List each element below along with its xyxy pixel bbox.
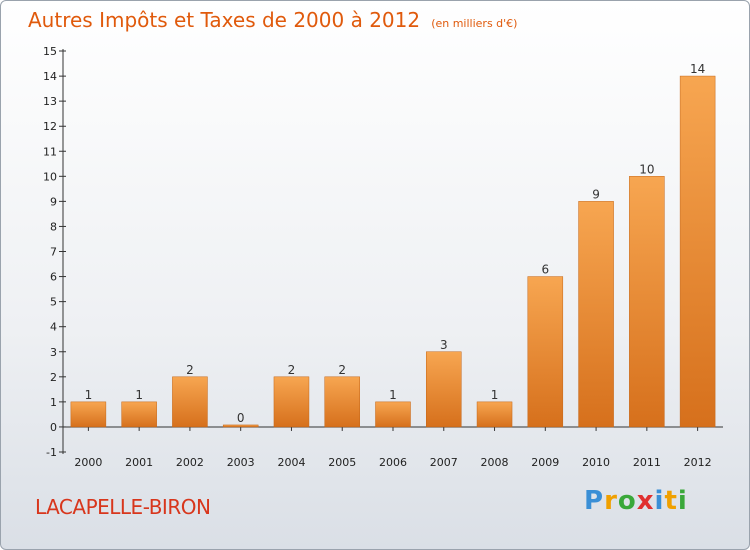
x-tick-label: 2005 bbox=[328, 456, 356, 469]
bar-2012 bbox=[679, 75, 716, 428]
y-tick-label: -1 bbox=[46, 446, 57, 459]
y-tick-label: 1 bbox=[50, 396, 57, 409]
town-name: LACAPELLE-BIRON bbox=[35, 495, 211, 519]
x-tick-label: 2008 bbox=[481, 456, 509, 469]
data-label: 1 bbox=[491, 388, 499, 402]
y-tick-label: 0 bbox=[50, 421, 57, 434]
bar-2011 bbox=[629, 176, 665, 428]
data-label: 6 bbox=[541, 263, 549, 277]
data-label: 1 bbox=[135, 388, 143, 402]
chart-subtitle: (en milliers d'€) bbox=[431, 17, 518, 30]
y-tick-label: 8 bbox=[50, 220, 57, 233]
bar-2006 bbox=[375, 401, 411, 428]
x-tick-label: 2006 bbox=[379, 456, 407, 469]
x-tick-label: 2012 bbox=[684, 456, 712, 469]
x-tick-label: 2007 bbox=[430, 456, 458, 469]
y-tick-label: 14 bbox=[43, 70, 57, 83]
data-label: 3 bbox=[440, 338, 448, 352]
bar-2009 bbox=[527, 276, 564, 428]
x-tick-label: 2010 bbox=[582, 456, 610, 469]
labels: 1 2000 1 2001 2 2002 0 2003 2 2004 2 2005 1 2006 3 2007… bbox=[74, 62, 711, 469]
data-label: 2 bbox=[338, 363, 346, 377]
y-tick-label: 12 bbox=[43, 120, 57, 133]
y-tick-label: 5 bbox=[50, 296, 57, 309]
brand-letter: t bbox=[664, 486, 678, 516]
data-label: 1 bbox=[85, 388, 93, 402]
y-tick-label: 2 bbox=[50, 371, 57, 384]
bar-2002 bbox=[172, 376, 208, 428]
x-tick-label: 2003 bbox=[227, 456, 255, 469]
data-label: 14 bbox=[690, 62, 705, 76]
brand-letter: x bbox=[636, 486, 655, 516]
y-tick-label: 9 bbox=[50, 195, 57, 208]
brand-letter: P bbox=[584, 486, 605, 516]
y-tick-label: 3 bbox=[50, 346, 57, 359]
bar-2005 bbox=[324, 376, 360, 428]
y-tick-label: 11 bbox=[43, 145, 57, 158]
brand-logo: Proxiti bbox=[584, 486, 688, 516]
x-tick-label: 2000 bbox=[74, 456, 102, 469]
bars bbox=[70, 75, 716, 428]
bar-2001 bbox=[121, 401, 157, 428]
bar-2003 bbox=[222, 424, 259, 428]
brand-letter: r bbox=[604, 486, 618, 516]
data-label: 10 bbox=[639, 162, 654, 176]
data-label: 9 bbox=[592, 187, 600, 201]
bar-2000 bbox=[70, 401, 107, 428]
x-tick-label: 2009 bbox=[531, 456, 559, 469]
x-tick-label: 2011 bbox=[633, 456, 661, 469]
bar-2010 bbox=[578, 201, 614, 428]
y-tick-label: 13 bbox=[43, 95, 57, 108]
bar-2004 bbox=[273, 376, 310, 428]
data-label: 0 bbox=[237, 411, 245, 425]
x-tick-label: 2002 bbox=[176, 456, 204, 469]
data-label: 1 bbox=[389, 388, 397, 402]
y-tick-label: 10 bbox=[43, 170, 57, 183]
data-label: 2 bbox=[288, 363, 296, 377]
y-tick-label: 4 bbox=[50, 321, 57, 334]
brand-letter: i bbox=[654, 486, 665, 516]
brand-letter: i bbox=[677, 486, 688, 516]
bar-2007 bbox=[426, 351, 462, 428]
y-tick-label: 7 bbox=[50, 246, 57, 259]
data-label: 2 bbox=[186, 363, 194, 377]
brand-letter: o bbox=[617, 486, 637, 516]
y-tick-label: 15 bbox=[43, 45, 57, 58]
x-tick-label: 2001 bbox=[125, 456, 153, 469]
bar-2008 bbox=[476, 401, 513, 428]
title-row: Autres Impôts et Taxes de 2000 à 2012 (e… bbox=[28, 8, 517, 32]
chart-title: Autres Impôts et Taxes de 2000 à 2012 bbox=[28, 8, 421, 32]
y-tick-label: 6 bbox=[50, 271, 57, 284]
x-tick-label: 2004 bbox=[277, 456, 305, 469]
